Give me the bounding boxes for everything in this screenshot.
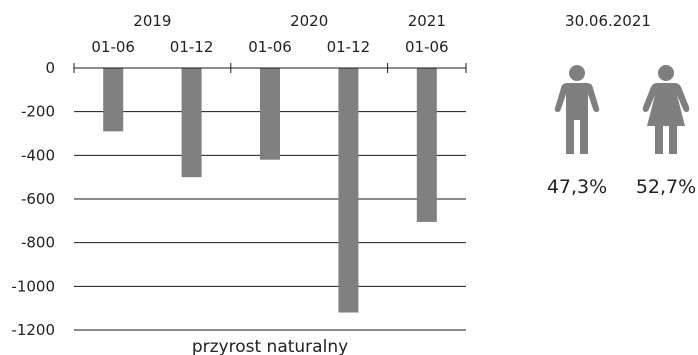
bar xyxy=(103,68,124,132)
x-tick-label: 01-06 xyxy=(405,38,449,56)
year-label: 2021 xyxy=(408,12,446,30)
y-tick-label: -1000 xyxy=(11,277,55,295)
y-axis-ticks: 0 -200 -400 -600 -800 -1000 -1200 xyxy=(11,59,55,339)
male-percentage: 47,3% xyxy=(546,176,608,198)
snapshot-date: 30.06.2021 xyxy=(565,12,651,30)
grid-lines xyxy=(74,111,466,331)
bar xyxy=(338,68,359,313)
year-label: 2020 xyxy=(290,12,328,30)
x-axis xyxy=(73,63,467,73)
year-label: 2019 xyxy=(133,12,171,30)
y-tick-label: -1200 xyxy=(11,321,55,339)
female-percentage: 52,7% xyxy=(635,176,697,198)
x-axis-years: 2019 2020 2021 xyxy=(133,12,446,30)
bar xyxy=(416,68,437,222)
y-tick-label: -400 xyxy=(21,146,55,164)
y-tick-label: 0 xyxy=(45,59,55,77)
female-person-icon xyxy=(640,64,692,160)
bar xyxy=(260,68,280,160)
bar xyxy=(181,68,202,178)
y-tick-label: -800 xyxy=(21,234,55,252)
y-tick-label: -600 xyxy=(21,190,55,208)
bars xyxy=(103,68,437,313)
x-tick-label: 01-06 xyxy=(91,38,135,56)
x-axis-categories: 01-06 01-12 01-06 01-12 01-06 xyxy=(91,38,448,56)
x-tick-label: 01-06 xyxy=(248,38,292,56)
x-tick-label: 01-12 xyxy=(327,38,371,56)
x-axis-label: przyrost naturalny xyxy=(192,337,348,355)
male-person-icon xyxy=(553,64,601,160)
y-tick-label: -200 xyxy=(21,103,55,121)
x-tick-label: 01-12 xyxy=(170,38,214,56)
